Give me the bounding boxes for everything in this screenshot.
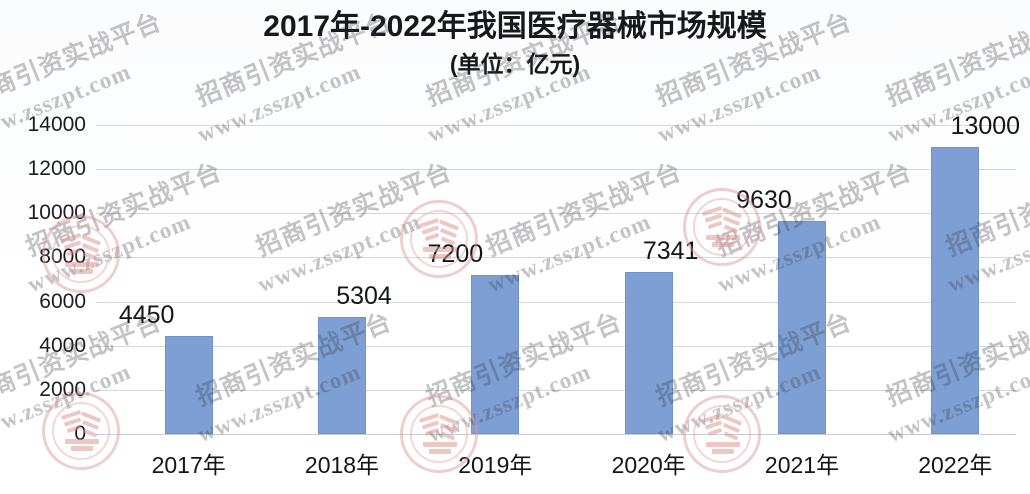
- y-axis-tick-label: 2000: [39, 377, 86, 401]
- gridline-4000: [96, 345, 1016, 347]
- x-axis-tick-label: 2021年: [764, 452, 840, 478]
- chart-subtitle: (单位：亿元): [449, 51, 581, 77]
- y-axis-tick-label: 6000: [39, 289, 86, 313]
- y-axis-tick-label: 10000: [27, 201, 86, 225]
- y-axis-tick-label: 12000: [27, 157, 86, 181]
- y-axis-tick-label: 0: [74, 422, 86, 445]
- bar-2018年[interactable]: [318, 316, 366, 434]
- x-axis-tick-label: 2019年: [458, 452, 533, 478]
- gridline-6000: [96, 301, 1016, 303]
- x-axis-tick-label: 2022年: [918, 452, 993, 478]
- chart-title-block: 2017年-2022年我国医疗器械市场规模 (单位：亿元): [0, 8, 1030, 80]
- y-axis-tick-label: 8000: [39, 245, 86, 269]
- bar-2019年[interactable]: [471, 275, 520, 434]
- x-axis-tick-label: 2020年: [611, 452, 686, 478]
- bar-group[interactable]: 7341: [624, 125, 698, 434]
- bar-group[interactable]: 4450: [119, 125, 213, 434]
- bar-group[interactable]: 7200: [428, 125, 520, 434]
- x-axis-tick-label: 2017年: [151, 452, 226, 478]
- y-axis-tick-label: 14000: [27, 113, 86, 136]
- bar-value-label: 7341: [642, 236, 699, 265]
- gridline-0: [96, 434, 1016, 435]
- gridline-2000: [96, 389, 1016, 391]
- gridline-8000: [96, 257, 1016, 259]
- bar-2020年[interactable]: [624, 271, 673, 434]
- bar-value-label: 13000: [950, 112, 1021, 141]
- y-axis: 0 2000 4000 6000 8000 10000 12000 14000: [0, 113, 86, 445]
- bar-value-label: 5304: [336, 281, 392, 310]
- x-axis-tick-label: 2018年: [304, 452, 380, 478]
- bar-2017年[interactable]: [164, 335, 213, 434]
- bars-layer: 4450 5304 7200 7341 9630 13000: [96, 112, 1020, 434]
- bar-value-label: 7200: [427, 240, 484, 269]
- gridline-14000: [96, 125, 1016, 126]
- bar-group[interactable]: 5304: [318, 125, 392, 434]
- bar-group[interactable]: 13000: [931, 112, 1020, 434]
- chart-title: 2017年-2022年我国医疗器械市场规模: [263, 10, 767, 43]
- bar-value-label: 4450: [118, 300, 175, 329]
- bar-2022年[interactable]: [931, 147, 980, 434]
- x-axis: 2017年 2018年 2019年 2020年 2021年 2022年: [96, 446, 1016, 480]
- gridline-12000: [96, 169, 1016, 171]
- bar-2021年[interactable]: [778, 221, 826, 434]
- gridline-10000: [96, 213, 1016, 215]
- plot-area: [96, 125, 1016, 435]
- y-axis-tick-label: 4000: [39, 333, 86, 357]
- bar-value-label: 9630: [736, 186, 792, 215]
- bar-group[interactable]: 9630: [736, 125, 826, 434]
